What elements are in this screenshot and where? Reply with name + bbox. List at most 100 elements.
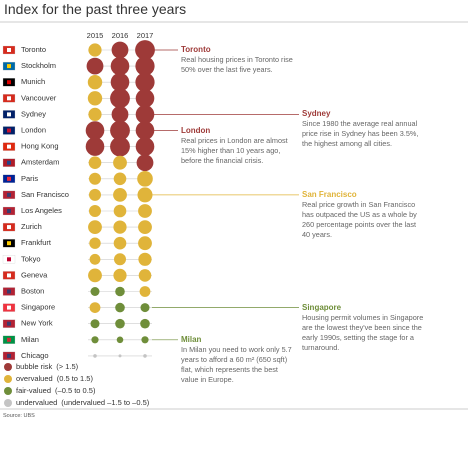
bubble bbox=[113, 204, 127, 218]
flag bbox=[7, 225, 11, 230]
flag bbox=[7, 144, 11, 149]
annotation: London Real prices in London are almost 1… bbox=[181, 126, 293, 166]
bubble bbox=[113, 172, 127, 186]
row-label: Frankfurt bbox=[21, 238, 52, 247]
bubble bbox=[113, 236, 127, 250]
row-label: Geneva bbox=[21, 270, 48, 279]
row-label: New York bbox=[21, 319, 53, 328]
flag bbox=[7, 321, 11, 326]
column-label: 2016 bbox=[112, 31, 129, 40]
bubble bbox=[135, 105, 155, 124]
annotation: Singapore Housing permit volumes in Singa… bbox=[302, 303, 424, 353]
legend-label: fair-valued bbox=[16, 386, 51, 395]
bubble bbox=[113, 155, 127, 170]
bubble bbox=[138, 252, 152, 266]
legend-swatch bbox=[4, 375, 12, 383]
bubble bbox=[91, 336, 99, 344]
annotation-text: Since 1980 the average real annual price… bbox=[302, 119, 419, 149]
row-label: Amsterdam bbox=[21, 158, 59, 167]
annotation-title: London bbox=[181, 125, 211, 135]
legend-swatch bbox=[4, 399, 12, 407]
bubble bbox=[116, 336, 124, 344]
flag bbox=[7, 353, 11, 358]
bubble bbox=[113, 268, 127, 282]
bubble bbox=[135, 89, 155, 108]
bubble bbox=[89, 302, 101, 313]
bubble bbox=[138, 220, 152, 235]
annotation: Milan In Milan you need to work only 5.7 … bbox=[181, 335, 293, 385]
bubble bbox=[90, 287, 100, 296]
annotation-title: San Francisco bbox=[302, 189, 357, 199]
annotation-text: In Milan you need to work only 5.7 years… bbox=[181, 344, 292, 384]
column-label: 2017 bbox=[137, 31, 154, 40]
flag bbox=[7, 305, 11, 310]
flag bbox=[7, 96, 11, 101]
bubble bbox=[110, 56, 130, 76]
bubble bbox=[87, 75, 103, 90]
legend-label: undervalued bbox=[16, 398, 57, 407]
source: Source: UBS bbox=[3, 413, 35, 419]
bubble bbox=[89, 205, 101, 217]
flag bbox=[7, 289, 11, 294]
flag bbox=[7, 112, 11, 117]
bubble bbox=[93, 354, 97, 358]
row-label: London bbox=[21, 125, 46, 134]
flag bbox=[7, 176, 11, 181]
bubble bbox=[89, 188, 101, 201]
row-label: Chicago bbox=[21, 351, 49, 360]
annotation-title: Singapore bbox=[302, 302, 342, 312]
legend-range: (0.5 to 1.5) bbox=[57, 374, 94, 383]
bubble bbox=[140, 303, 150, 313]
bubble bbox=[111, 106, 129, 123]
bubble bbox=[88, 268, 102, 283]
row-label: Hong Kong bbox=[21, 142, 59, 151]
bubble bbox=[88, 107, 102, 121]
legend-label: bubble risk bbox=[16, 362, 53, 371]
bubble bbox=[135, 56, 155, 76]
flag bbox=[7, 337, 11, 342]
bubble bbox=[110, 120, 130, 141]
bubble bbox=[141, 336, 149, 344]
annotation-text: Real housing prices in Toronto rise 50% … bbox=[181, 55, 293, 74]
flag bbox=[7, 257, 11, 262]
flag bbox=[7, 192, 11, 197]
row-label: Vancouver bbox=[21, 93, 57, 102]
flag bbox=[7, 64, 11, 69]
row-label: Munich bbox=[21, 77, 45, 86]
bubble bbox=[85, 137, 105, 156]
bubble bbox=[135, 121, 155, 140]
bubble bbox=[136, 154, 154, 172]
row-label: Boston bbox=[21, 286, 44, 295]
bubble bbox=[88, 43, 102, 57]
bubble bbox=[85, 121, 105, 140]
row-label: Los Angeles bbox=[21, 206, 62, 215]
annotation: Sydney Since 1980 the average real annual… bbox=[302, 109, 424, 149]
row-label: Singapore bbox=[21, 303, 55, 312]
annotation-text: Real price growth in San Francisco has o… bbox=[302, 199, 417, 239]
bubble bbox=[139, 286, 151, 297]
flag bbox=[7, 160, 11, 165]
row-label: Milan bbox=[21, 335, 39, 344]
legend-swatch bbox=[4, 387, 12, 395]
annotation-title: Toronto bbox=[181, 45, 211, 54]
bubble bbox=[110, 88, 130, 109]
bubble bbox=[88, 156, 102, 169]
bubble bbox=[115, 318, 125, 329]
bubble bbox=[137, 171, 153, 187]
annotation-text: Real prices in London are almost 15% hig… bbox=[181, 135, 288, 165]
bubble bbox=[110, 72, 130, 92]
legend-range: (–0.5 to 0.5) bbox=[55, 386, 96, 395]
bubble bbox=[114, 253, 126, 266]
bubble bbox=[90, 319, 100, 329]
bubble bbox=[110, 136, 130, 157]
annotation-title: Milan bbox=[181, 334, 202, 344]
chart-title: Index for the past three years bbox=[4, 1, 187, 17]
row-label: Paris bbox=[21, 174, 38, 183]
bubble bbox=[138, 269, 152, 282]
legend-range: (undervalued –1.5 to –0.5) bbox=[61, 398, 149, 407]
bubble bbox=[89, 237, 101, 249]
bubble bbox=[115, 286, 125, 297]
bubble bbox=[140, 318, 150, 329]
annotation-title: Sydney bbox=[302, 109, 331, 119]
